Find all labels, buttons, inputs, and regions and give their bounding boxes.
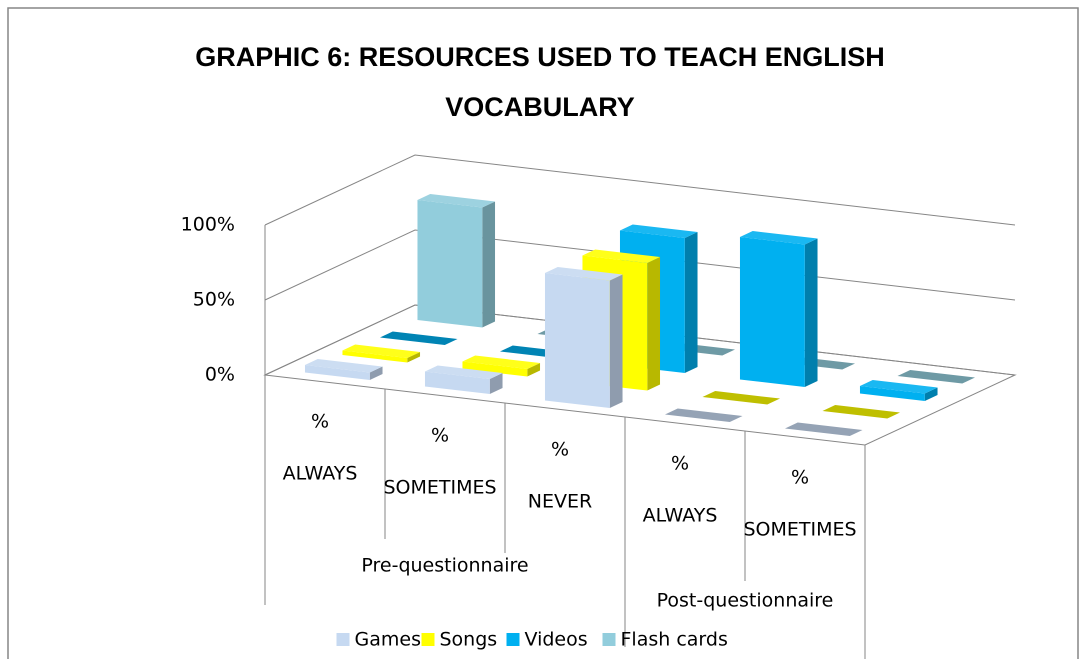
- x-subcategory-label: ALWAYS: [283, 463, 358, 485]
- bar-front: [859, 385, 925, 402]
- bar: [739, 230, 818, 388]
- grid-line: [264, 154, 1016, 226]
- x-tick-label: %: [431, 425, 449, 447]
- bar: [664, 408, 743, 423]
- legend-label: Videos: [525, 629, 588, 651]
- chart-title: GRAPHIC 6: RESOURCES USED TO TEACH ENGLI…: [195, 42, 885, 122]
- bar: [784, 422, 863, 437]
- legend-swatch: [602, 633, 616, 646]
- bar: [424, 365, 503, 395]
- bar-top: [859, 379, 938, 394]
- bar: [544, 266, 623, 409]
- bar-top: [544, 266, 623, 281]
- legend-swatch: [506, 633, 520, 646]
- x-subcategory-label: SOMETIMES: [743, 519, 856, 541]
- x-tick-label: %: [311, 411, 329, 433]
- bar-side: [482, 201, 496, 328]
- x-group-label: Post-questionnaire: [657, 590, 834, 612]
- legend-swatch: [336, 633, 350, 646]
- bar-top: [702, 390, 781, 405]
- bar-side: [684, 232, 698, 374]
- bar-top: [619, 224, 698, 239]
- bar-top: [897, 369, 976, 384]
- bar-side: [647, 257, 661, 391]
- bar: [379, 331, 458, 346]
- y-tick-label: 0%: [205, 364, 235, 386]
- bar-top: [739, 230, 818, 245]
- bar-top: [462, 355, 541, 370]
- legend-label: Songs: [440, 629, 498, 651]
- bar-top: [379, 331, 458, 346]
- bar: [417, 193, 496, 328]
- bar-top: [582, 249, 661, 264]
- x-subcategory-label: SOMETIMES: [383, 477, 496, 499]
- bar: [822, 404, 901, 419]
- x-tick-label: %: [551, 439, 569, 461]
- bar-front: [462, 361, 528, 377]
- legend-label: Games: [355, 629, 421, 651]
- bar-side: [804, 238, 818, 388]
- bar-top: [784, 422, 863, 437]
- bar: [702, 390, 781, 405]
- bar: [342, 344, 421, 363]
- bar: [462, 355, 541, 377]
- x-tick-label: %: [671, 453, 689, 475]
- bar-side: [609, 274, 623, 409]
- bar-front: [739, 236, 805, 388]
- bar-front: [424, 371, 490, 395]
- bar-front: [417, 199, 483, 328]
- bar-front: [342, 350, 408, 363]
- bar: [859, 379, 938, 402]
- bar-top: [417, 193, 496, 208]
- bar: [897, 369, 976, 384]
- legend-swatch: [421, 633, 435, 646]
- bar-top: [342, 344, 421, 359]
- bar: [304, 358, 383, 381]
- x-subcategory-label: ALWAYS: [643, 505, 718, 527]
- bar-side: [407, 352, 421, 363]
- x-subcategory-label: NEVER: [528, 491, 592, 513]
- bar-top: [424, 365, 503, 380]
- bar-side: [369, 366, 383, 381]
- bar-front: [304, 364, 370, 381]
- bar-top: [304, 358, 383, 373]
- x-tick-label: %: [791, 467, 809, 489]
- legend-label: Flash cards: [621, 629, 728, 651]
- x-group-label: Pre-questionnaire: [361, 555, 528, 577]
- bar-top: [664, 408, 743, 423]
- y-tick-label: 100%: [181, 214, 235, 236]
- bar-front: [544, 272, 610, 409]
- bar-side: [489, 373, 503, 395]
- bar-side: [924, 387, 938, 402]
- y-tick-label: 50%: [193, 289, 235, 311]
- bar-side: [527, 363, 541, 377]
- bar-top: [822, 404, 901, 419]
